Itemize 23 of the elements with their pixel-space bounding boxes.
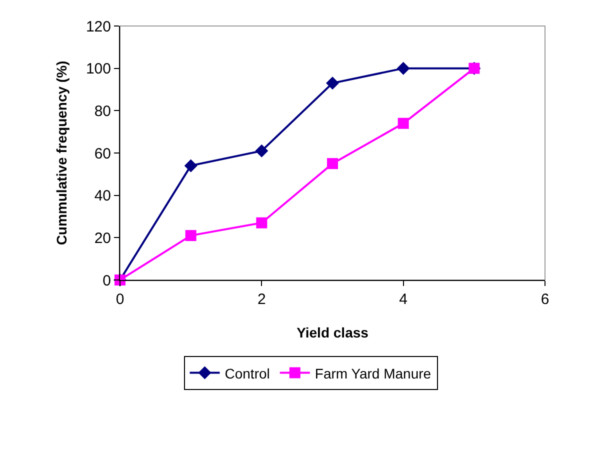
point [398,118,409,129]
legend-label: Farm Yard Manure [314,365,432,382]
x-tick-label: 0 [116,291,124,308]
x-tick-label: 6 [540,291,550,308]
y-axis-title: Cummulative frequency (%) [54,60,70,246]
point [184,159,198,172]
point [327,158,338,170]
y-tick-label: 100 [86,60,111,78]
x-tick-label: 2 [258,291,266,308]
point [255,144,268,158]
point [256,217,268,228]
y-tick-label: 120 [86,18,111,36]
y-tick-label: 60 [94,145,111,162]
y-tick-label: 40 [94,188,111,205]
point [185,230,196,242]
legend-label: Control [224,365,270,382]
point [396,62,410,75]
y-tick-label: 80 [94,102,111,120]
point [326,76,339,90]
y-tick-label: 0 [102,272,111,290]
x-axis-title: Yield class [296,324,369,340]
y-tick-label: 20 [94,230,111,247]
x-tick-label: 4 [399,291,408,308]
